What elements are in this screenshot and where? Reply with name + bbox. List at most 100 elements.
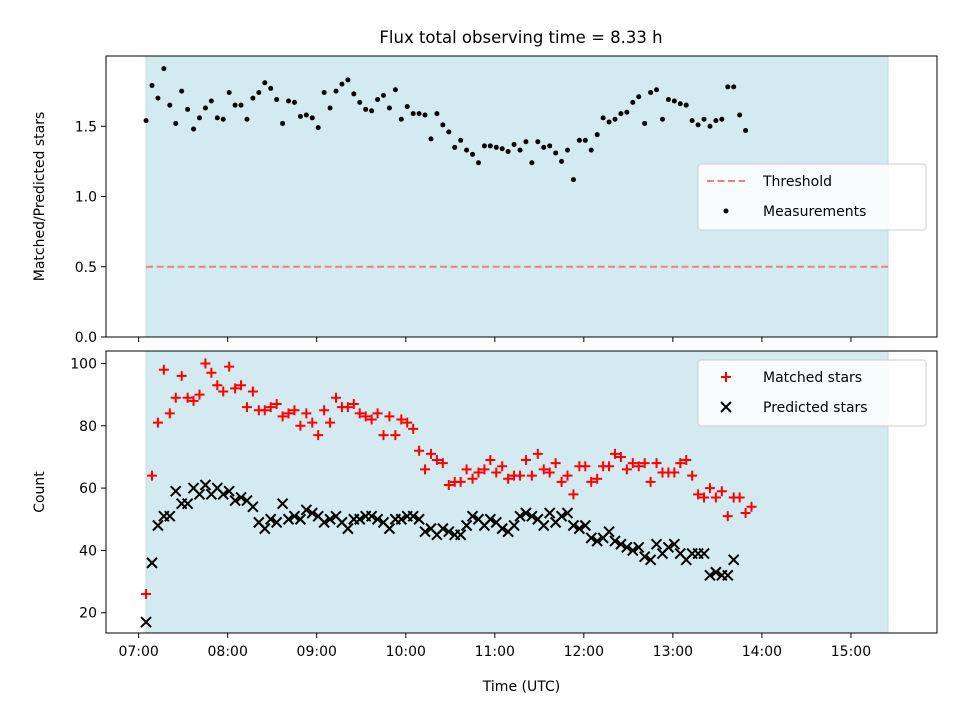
matched-star-point [331,392,342,403]
matched-star-point [384,411,395,422]
measurement-point [428,136,434,142]
legend-box [697,359,927,427]
measurement-point [570,177,576,183]
matched-star-point [669,467,680,478]
measurement-point [274,97,280,103]
predicted-star-point [727,554,740,566]
matched-star-point [402,417,413,428]
matched-star-point [473,467,484,478]
matched-star-point [550,458,561,469]
measurement-point [375,97,381,103]
matched-star-point [520,455,531,466]
measurement-point [701,116,707,122]
matched-star-point [188,395,199,406]
matched-star-point [544,467,555,478]
predicted-star-point [282,513,295,525]
matched-star-point [277,411,288,422]
predicted-star-point [146,557,158,569]
matched-star-point [639,458,650,469]
matched-star-point [147,470,158,481]
measurement-point [208,98,214,104]
matched-star-point [390,430,401,441]
measurement-point [683,102,689,108]
measurement-point [179,88,185,94]
x-tick-label: 15:00 [831,644,871,660]
measurement-point [535,139,541,145]
measurement-point [333,88,339,94]
matched-star-point [366,414,377,425]
matched-star-point [354,408,365,419]
matched-star-point [562,470,573,481]
predicted-star-point [193,488,206,501]
matched-star-point [295,420,306,431]
matched-star-point [342,402,353,413]
measurement-point [167,102,173,108]
measurement-point [392,87,398,93]
predicted-star-point [698,547,710,560]
measurement-point [600,115,606,121]
predicted-star-point [662,541,675,554]
measurement-point [553,150,559,156]
measurement-point [386,105,392,111]
predicted-star-point [276,497,289,510]
matched-star-point [420,464,431,475]
measurement-point [369,108,375,114]
ratio-y-axis-label: Matched/Predicted stars [32,112,48,282]
matched-star-point [710,492,721,503]
matched-star-point [206,367,217,378]
count-axes-frame [105,350,938,634]
predicted-star-point [300,504,313,516]
predicted-star-point [181,497,194,510]
matched-star-point [556,476,567,487]
predicted-star-point [555,510,568,522]
predicted-star-point [259,522,271,535]
predicted-star-point [543,507,556,519]
predicted-star-point [199,479,212,491]
measurement-point [363,106,369,112]
measurement-point [416,111,422,117]
matched-star-point [740,508,751,519]
matched-star-point [675,458,686,469]
matched-star-point [491,467,502,478]
measurement-point [565,147,571,153]
matched-star-point [485,455,496,466]
measurement-point [719,116,725,122]
matched-star-point [301,408,312,419]
matched-star-point [313,430,324,441]
measurement-point [315,125,321,131]
measurement-point [155,95,161,101]
matched-star-point [319,405,330,416]
matched-star-point [170,392,181,403]
legend-measurement-swatch [723,208,729,214]
measurement-point [499,146,505,152]
measurement-point [713,118,719,124]
matched-star-point [271,398,282,409]
measurement-point [327,105,333,111]
predicted-star-point [466,510,479,522]
y-tick-label: 1.0 [75,190,97,206]
predicted-star-point [650,538,663,550]
ratio-panel: 0.0 0.5 1.0 1.5 Matched/Predicted stars Thres… [32,55,938,346]
predicted-star-point [638,550,651,563]
matched-star-point [580,461,591,472]
legend-label: Predicted stars [763,400,868,416]
predicted-star-point [294,513,307,525]
predicted-star-point [561,507,574,519]
measurement-point [624,109,630,115]
predicted-star-point [538,519,550,532]
measurement-point [303,112,309,118]
matched-star-point [526,470,537,481]
predicted-star-point [514,510,526,522]
predicted-star-point [460,519,473,532]
predicted-star-point [567,519,580,532]
matched-star-point [241,402,252,413]
matched-star-point [247,386,258,397]
predicted-star-point [407,510,419,522]
y-tick-label: 80 [79,419,97,435]
matched-star-point [746,501,757,512]
measurement-point [357,99,363,105]
measurement-point [232,102,238,108]
legend-label: Threshold [762,174,832,190]
x-tick-label: 10:00 [386,644,426,660]
predicted-star-point [223,485,235,497]
